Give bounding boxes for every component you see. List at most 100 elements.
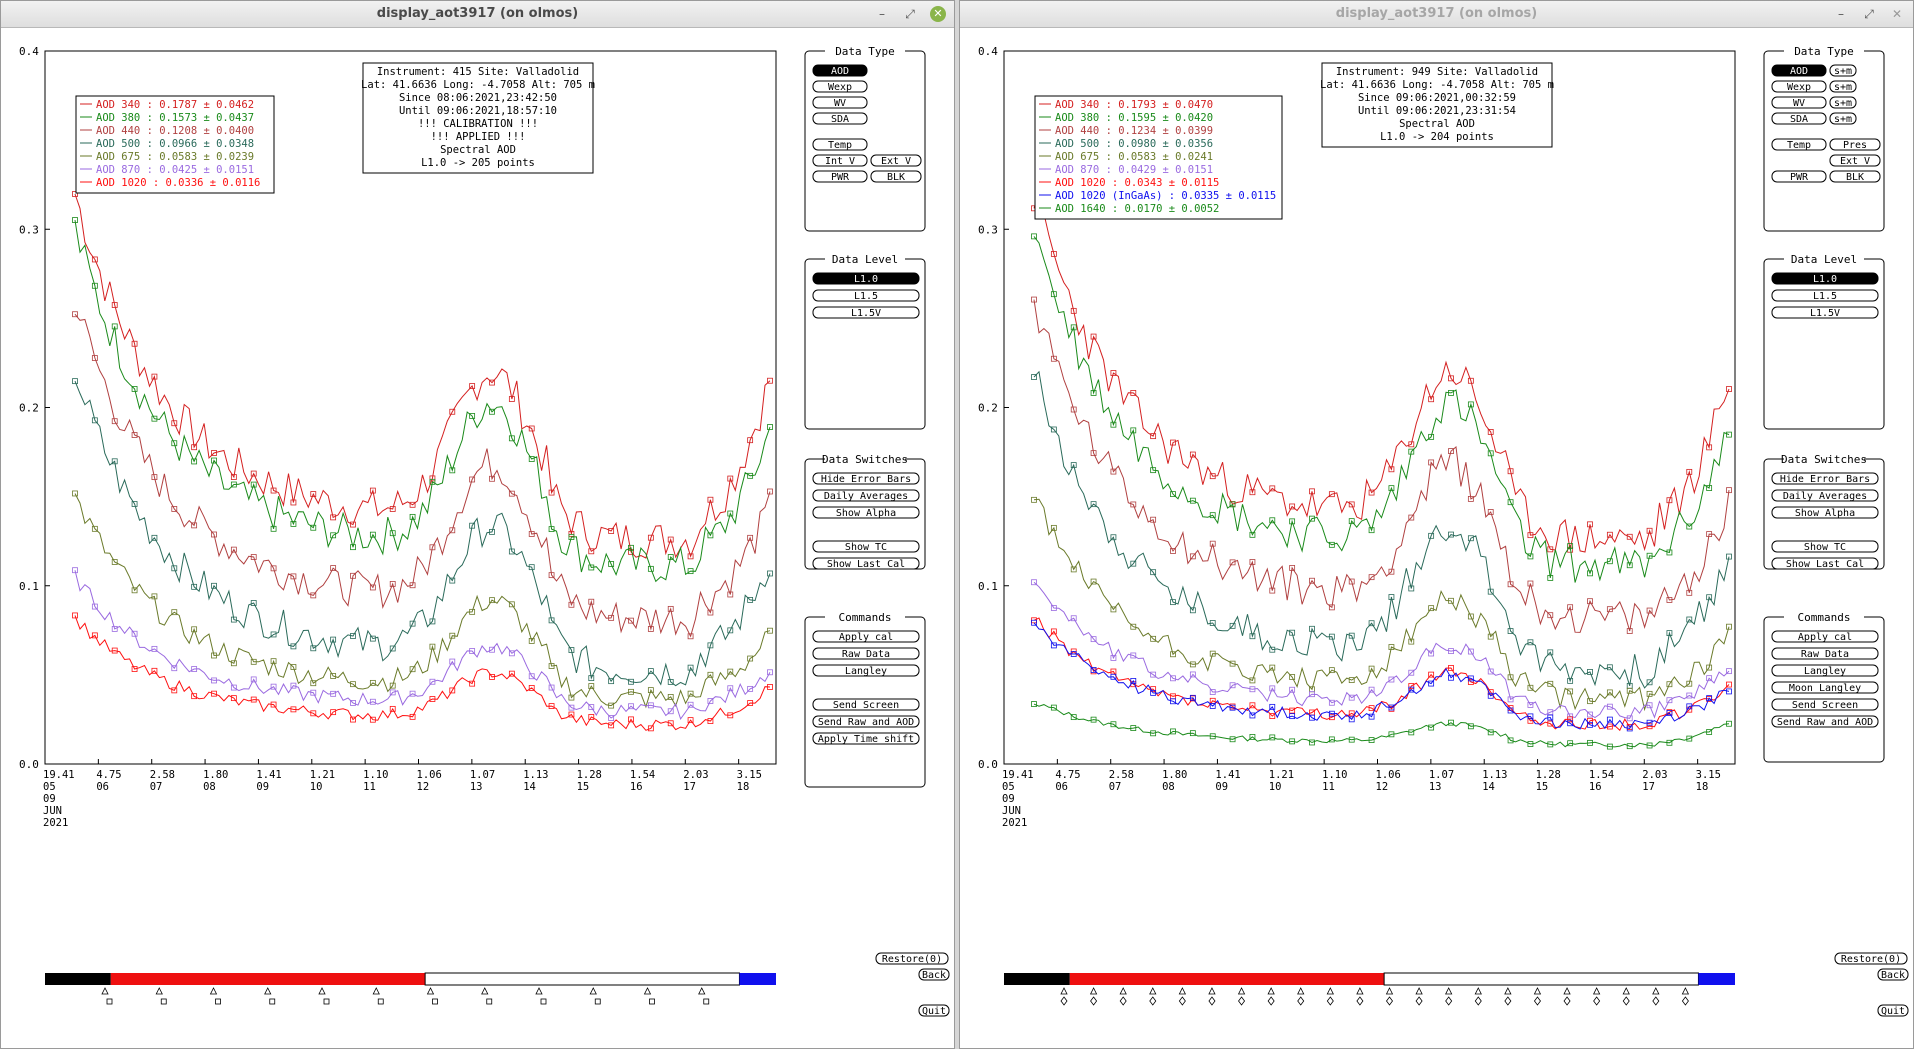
data-point bbox=[211, 457, 217, 464]
data-switch-button[interactable]: Show Alpha bbox=[812, 506, 920, 519]
command-button[interactable]: Raw Data bbox=[812, 647, 920, 660]
data-type-button[interactable]: s+m bbox=[1829, 96, 1857, 109]
data-type-button[interactable]: WV bbox=[1771, 96, 1827, 109]
data-type-button[interactable]: SDA bbox=[812, 112, 868, 125]
data-switch-button[interactable]: Hide Error Bars bbox=[812, 472, 920, 485]
data-type-button[interactable]: Wexp bbox=[1771, 80, 1827, 93]
data-level-button[interactable]: L1.5 bbox=[1771, 289, 1879, 302]
data-type-button[interactable]: s+m bbox=[1829, 112, 1857, 125]
data-point bbox=[1150, 730, 1157, 737]
button-label: SDA bbox=[1790, 114, 1808, 125]
command-button[interactable]: Send Screen bbox=[1771, 698, 1879, 711]
data-point bbox=[707, 671, 714, 678]
marker-triangle bbox=[1356, 987, 1364, 995]
restore-button[interactable]: Restore(0) bbox=[875, 952, 949, 965]
data-switch-button[interactable]: Show Last Cal bbox=[812, 557, 920, 570]
restore-button[interactable]: Restore(0) bbox=[1834, 952, 1908, 965]
data-point bbox=[230, 474, 237, 480]
data-point bbox=[508, 396, 515, 402]
data-type-button[interactable]: BLK bbox=[870, 170, 922, 183]
maximize-icon[interactable]: ⤢ bbox=[905, 7, 915, 21]
data-point bbox=[1547, 546, 1554, 553]
data-point bbox=[1388, 731, 1395, 738]
marker-diamond bbox=[1090, 996, 1098, 1006]
data-type-button[interactable]: Temp bbox=[1771, 138, 1827, 151]
data-point bbox=[91, 355, 98, 361]
data-switch-button[interactable]: Daily Averages bbox=[1771, 489, 1879, 502]
data-point bbox=[1348, 632, 1355, 639]
data-switch-button[interactable]: Show TC bbox=[1771, 540, 1879, 553]
data-type-button[interactable]: PWR bbox=[812, 170, 868, 183]
close-icon[interactable]: ✕ bbox=[1891, 7, 1903, 21]
data-switch-button[interactable]: Daily Averages bbox=[812, 489, 920, 502]
data-point bbox=[1408, 638, 1415, 645]
data-type-button[interactable]: Int V bbox=[812, 154, 868, 167]
data-point bbox=[1547, 575, 1554, 581]
legend-entry: AOD 870 : 0.0429 ± 0.0151 bbox=[1055, 164, 1213, 176]
data-point bbox=[1646, 742, 1653, 749]
data-level-button[interactable]: L1.5V bbox=[1771, 306, 1879, 319]
close-icon[interactable]: ✕ bbox=[930, 6, 946, 22]
window-titlebar[interactable]: display_aot3917 (on olmos) – ⤢ ✕ bbox=[960, 1, 1913, 28]
data-type-button[interactable]: AOD bbox=[812, 64, 868, 77]
data-type-button[interactable]: Pres bbox=[1829, 138, 1881, 151]
minimize-icon[interactable]: – bbox=[879, 7, 885, 21]
marker-diamond bbox=[1386, 996, 1393, 1006]
back-button[interactable]: Back bbox=[1877, 968, 1909, 981]
marker-triangle bbox=[1415, 987, 1423, 995]
command-button[interactable]: Send Raw and AOD bbox=[812, 715, 920, 728]
data-point bbox=[588, 683, 595, 689]
data-point bbox=[1606, 689, 1613, 696]
data-type-button[interactable]: BLK bbox=[1829, 170, 1881, 183]
data-type-button[interactable]: Temp bbox=[812, 138, 868, 151]
data-point bbox=[1388, 568, 1395, 575]
data-type-button[interactable]: s+m bbox=[1829, 80, 1857, 93]
x-tick-label: 06 bbox=[1055, 781, 1068, 793]
quit-button[interactable]: Quit bbox=[918, 1004, 950, 1017]
command-button[interactable]: Langley bbox=[1771, 664, 1879, 677]
data-type-button[interactable]: Ext V bbox=[870, 154, 922, 167]
data-switch-button[interactable]: Hide Error Bars bbox=[1771, 472, 1879, 485]
data-switch-button[interactable]: Show TC bbox=[812, 540, 920, 553]
maximize-icon[interactable]: ⤢ bbox=[1864, 7, 1874, 21]
quit-button[interactable]: Quit bbox=[1877, 1004, 1909, 1017]
command-button[interactable]: Raw Data bbox=[1771, 647, 1879, 660]
data-level-button[interactable]: L1.5V bbox=[812, 306, 920, 319]
series-line bbox=[1033, 622, 1730, 730]
command-button[interactable]: Apply cal bbox=[1771, 630, 1879, 643]
x-tick-label: 14 bbox=[523, 781, 536, 793]
data-type-button[interactable]: Ext V bbox=[1829, 154, 1881, 167]
data-point bbox=[1209, 620, 1216, 626]
data-type-button[interactable]: SDA bbox=[1771, 112, 1827, 125]
data-point bbox=[111, 625, 118, 632]
data-type-button[interactable]: s+m bbox=[1829, 64, 1857, 77]
right-window: display_aot3917 (on olmos) – ⤢ ✕ 0.4 0.3 0… bbox=[959, 0, 1914, 1049]
data-level-button[interactable]: L1.0 bbox=[812, 272, 920, 285]
x-tick-label: 1.21 bbox=[310, 769, 335, 781]
button-label: SDA bbox=[831, 114, 849, 125]
data-level-button[interactable]: L1.5 bbox=[812, 289, 920, 302]
data-level-button[interactable]: L1.0 bbox=[1771, 272, 1879, 285]
command-button[interactable]: Send Raw and AOD bbox=[1771, 715, 1879, 728]
data-switch-button[interactable]: Show Last Cal bbox=[1771, 557, 1879, 570]
command-button[interactable]: Apply Time shift bbox=[812, 732, 920, 745]
data-switch-button[interactable]: Show Alpha bbox=[1771, 506, 1879, 519]
back-button[interactable]: Back bbox=[918, 968, 950, 981]
button-label: Int V bbox=[825, 156, 855, 167]
data-point bbox=[1646, 723, 1653, 730]
data-point bbox=[1269, 664, 1276, 671]
minimize-icon[interactable]: – bbox=[1838, 7, 1844, 21]
data-type-button[interactable]: AOD bbox=[1771, 64, 1827, 77]
command-button[interactable]: Send Screen bbox=[812, 698, 920, 711]
window-titlebar[interactable]: display_aot3917 (on olmos) – ⤢ ✕ bbox=[1, 1, 954, 28]
data-type-button[interactable]: PWR bbox=[1771, 170, 1827, 183]
command-button[interactable]: Langley bbox=[812, 664, 920, 677]
command-button[interactable]: Moon Langley bbox=[1771, 681, 1879, 694]
data-point bbox=[508, 435, 515, 442]
data-type-button[interactable]: WV bbox=[812, 96, 868, 109]
time-bar-segment bbox=[1069, 973, 1385, 985]
data-point bbox=[1110, 370, 1117, 376]
data-type-button[interactable]: Wexp bbox=[812, 80, 868, 93]
data-point bbox=[230, 660, 237, 667]
command-button[interactable]: Apply cal bbox=[812, 630, 920, 643]
